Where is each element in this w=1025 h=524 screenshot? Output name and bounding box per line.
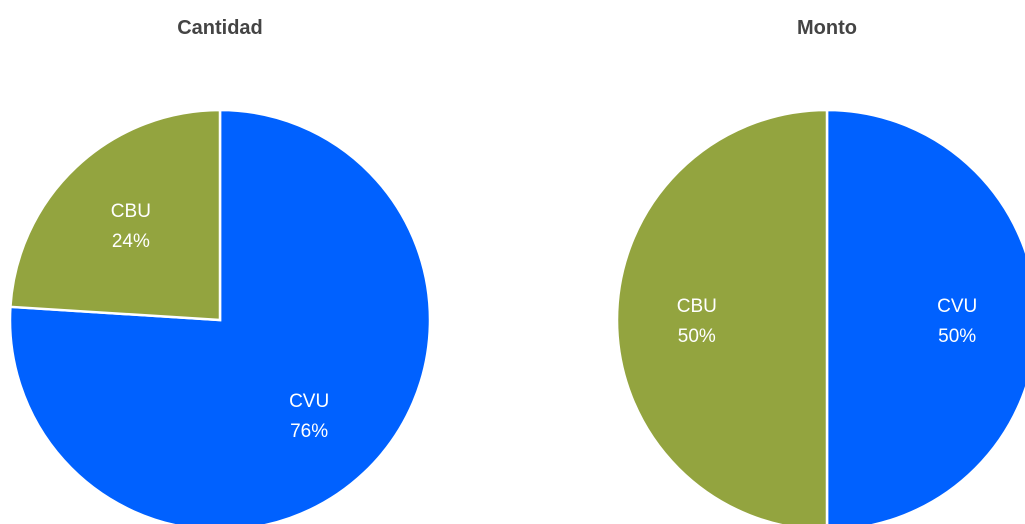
slice-value-label: 50% bbox=[938, 326, 976, 347]
slice-value-label: 76% bbox=[290, 421, 328, 442]
pie-slice bbox=[9, 108, 222, 322]
pie-slice bbox=[8, 108, 432, 524]
slice-value-label: 50% bbox=[678, 326, 716, 347]
slice-category-label: CBU bbox=[677, 296, 717, 317]
chart-title: Cantidad bbox=[177, 17, 263, 39]
slice-category-label: CVU bbox=[937, 296, 977, 317]
slice-category-label: CVU bbox=[289, 391, 329, 412]
pie-slice bbox=[825, 108, 1025, 524]
pie-slice bbox=[615, 108, 829, 524]
chart-title: Monto bbox=[797, 17, 857, 39]
slice-value-label: 24% bbox=[112, 231, 150, 252]
slice-category-label: CBU bbox=[111, 201, 151, 222]
